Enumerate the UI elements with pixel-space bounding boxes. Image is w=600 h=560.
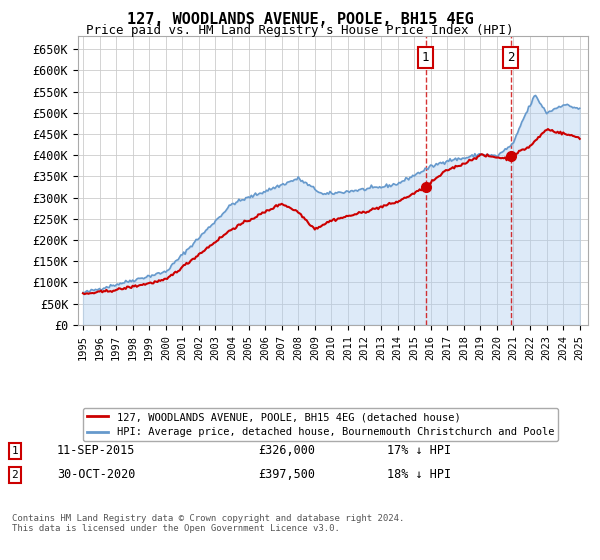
Text: Price paid vs. HM Land Registry's House Price Index (HPI): Price paid vs. HM Land Registry's House … xyxy=(86,24,514,37)
Legend: 127, WOODLANDS AVENUE, POOLE, BH15 4EG (detached house), HPI: Average price, det: 127, WOODLANDS AVENUE, POOLE, BH15 4EG (… xyxy=(83,408,558,441)
Text: 11-SEP-2015: 11-SEP-2015 xyxy=(57,444,136,458)
Text: 18% ↓ HPI: 18% ↓ HPI xyxy=(387,468,451,482)
Text: Contains HM Land Registry data © Crown copyright and database right 2024.
This d: Contains HM Land Registry data © Crown c… xyxy=(12,514,404,533)
Text: 1: 1 xyxy=(11,446,19,456)
Text: 2: 2 xyxy=(11,470,19,480)
Text: 17% ↓ HPI: 17% ↓ HPI xyxy=(387,444,451,458)
Text: 2: 2 xyxy=(507,51,514,64)
Text: 1: 1 xyxy=(422,51,430,64)
Text: £326,000: £326,000 xyxy=(258,444,315,458)
Text: 30-OCT-2020: 30-OCT-2020 xyxy=(57,468,136,482)
Text: 127, WOODLANDS AVENUE, POOLE, BH15 4EG: 127, WOODLANDS AVENUE, POOLE, BH15 4EG xyxy=(127,12,473,27)
Text: £397,500: £397,500 xyxy=(258,468,315,482)
